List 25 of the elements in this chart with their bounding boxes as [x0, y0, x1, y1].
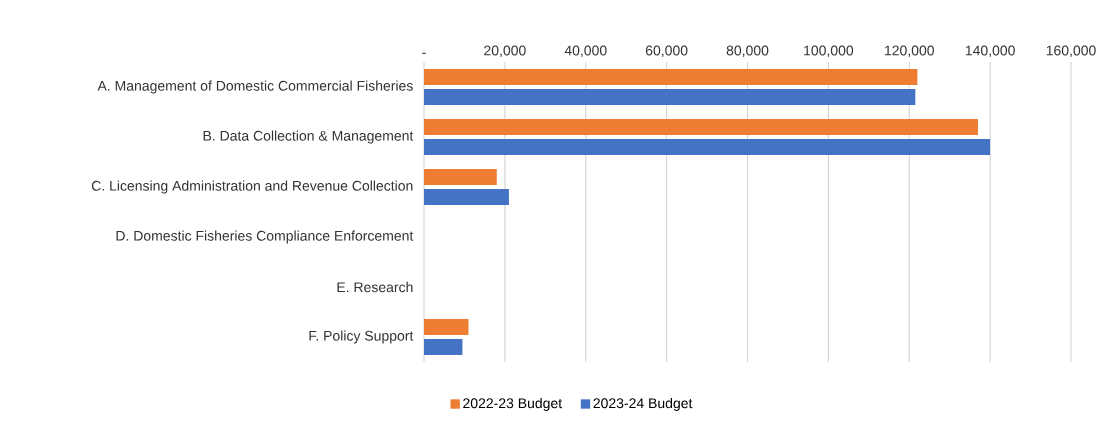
bar: [424, 139, 991, 155]
bar: [424, 169, 497, 185]
y-tick-label: C. Licensing Administration and Revenue Collection: [91, 180, 413, 194]
x-tick-label: 80,000: [726, 45, 769, 58]
x-tick-label: 140,000: [965, 45, 1015, 58]
y-tick-label: A. Management of Domestic Commercial Fisheries: [97, 80, 413, 94]
y-tick-label: E. Research: [337, 281, 413, 293]
bar: [424, 339, 463, 355]
legend-label: 2023-24 Budget: [593, 397, 693, 411]
x-tick-label: -: [422, 52, 426, 54]
x-tick-label: 40,000: [564, 45, 607, 58]
y-tick-label: B. Data Collection & Management: [203, 130, 414, 144]
x-tick-label: 20,000: [484, 45, 526, 58]
bar: [424, 89, 916, 105]
bar: [424, 119, 978, 135]
x-tick-label: 160,000: [1046, 45, 1096, 58]
y-tick-label: D. Domestic Fisheries Compliance Enforcement: [116, 230, 414, 244]
bar: [424, 319, 469, 336]
x-tick-label: 120,000: [885, 45, 934, 58]
x-tick-label: 100,000: [804, 45, 854, 58]
bar: [424, 69, 918, 85]
x-tick-label: 60,000: [645, 45, 688, 58]
bar: [424, 189, 509, 205]
legend-label: 2022-23 Budget: [463, 397, 563, 411]
y-tick-label: F. Policy Support: [309, 330, 414, 344]
